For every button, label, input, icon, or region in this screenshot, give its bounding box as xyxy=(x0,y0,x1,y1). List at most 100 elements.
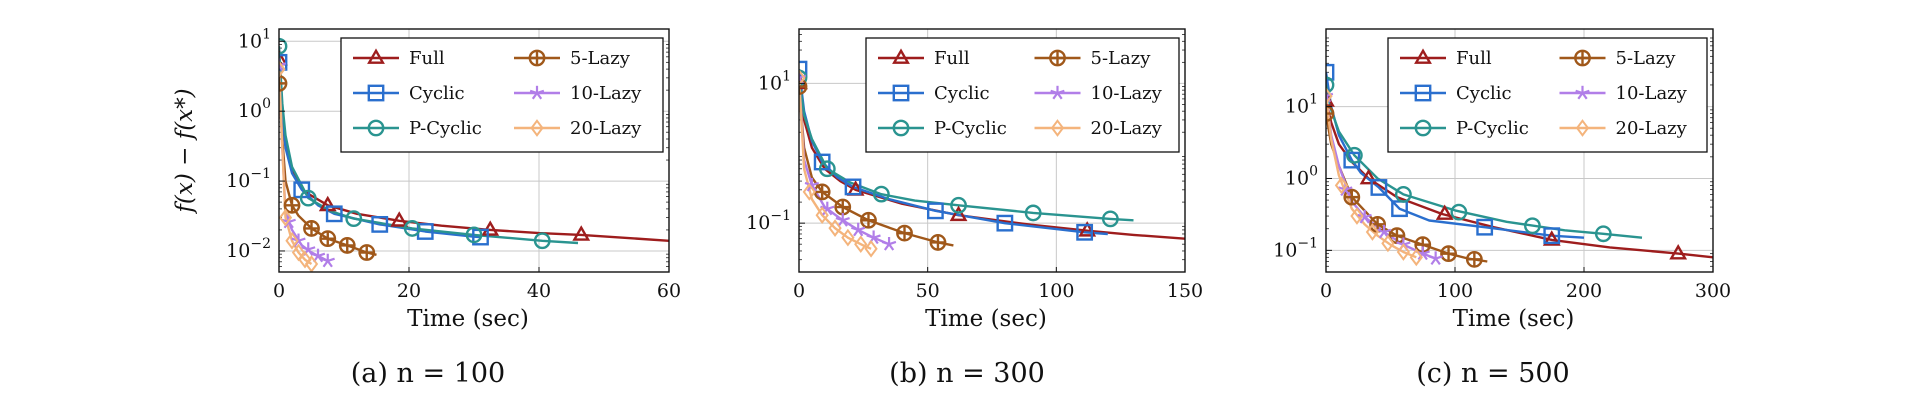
axes-frame xyxy=(798,28,1186,273)
marker-5-lazy xyxy=(896,224,913,242)
marker-cyclic xyxy=(1543,227,1561,245)
caption: (c) n = 500 xyxy=(1416,358,1569,389)
marker-10-lazy xyxy=(1428,251,1443,265)
marker-full xyxy=(1078,221,1097,237)
x-tick-label: 0 xyxy=(793,280,805,302)
x-axis-label: Time (sec) xyxy=(925,306,1047,332)
marker-p-cyclic xyxy=(1024,204,1042,222)
series-line-20-lazy xyxy=(799,77,872,250)
marker-5-lazy xyxy=(283,196,301,214)
marker-10-lazy xyxy=(320,253,335,268)
marker-p-cyclic xyxy=(1594,225,1612,243)
legend-marker-20-lazy xyxy=(1050,119,1065,137)
marker-cyclic xyxy=(1076,223,1094,241)
marker-20-lazy xyxy=(1396,243,1411,261)
x-tick-label: 150 xyxy=(1167,280,1203,302)
marker-p-cyclic xyxy=(818,160,836,178)
legend: Full 5-Lazy Cyclic 10-Lazy P-Cyclic 20-Lazy xyxy=(1387,37,1708,153)
marker-p-cyclic xyxy=(279,37,288,55)
legend-label-full: Full xyxy=(1456,48,1492,69)
y-tick-label: 101 xyxy=(1285,92,1318,118)
marker-20-lazy xyxy=(1365,223,1380,241)
legend-marker-5-lazy xyxy=(528,49,546,67)
marker-20-lazy xyxy=(279,60,286,78)
axes-frame xyxy=(1325,28,1714,273)
marker-20-lazy xyxy=(298,250,312,269)
caption: (a) n = 100 xyxy=(351,358,505,389)
series-line-p-cyclic xyxy=(799,77,1134,222)
marker-full xyxy=(949,205,968,222)
marker-20-lazy xyxy=(815,206,829,225)
marker-p-cyclic xyxy=(1345,146,1363,164)
legend-marker-full xyxy=(367,48,385,64)
marker-cyclic xyxy=(926,202,944,220)
legend: Full 5-Lazy Cyclic 10-Lazy P-Cyclic 20-Lazy xyxy=(340,37,664,153)
marker-full xyxy=(1435,204,1454,220)
legend-label-5-lazy: 5-Lazy xyxy=(1616,48,1677,69)
marker-5-lazy xyxy=(303,220,320,237)
series-group xyxy=(799,60,1185,258)
chart-panel-1: 0 20 40 60 10−2 10−1 100 101 Time (sec) f(x) − f(… xyxy=(172,26,681,389)
legend-label-5-lazy: 5-Lazy xyxy=(570,48,631,69)
marker-p-cyclic xyxy=(950,196,967,214)
marker-cyclic xyxy=(279,53,288,71)
x-tick-label: 100 xyxy=(1038,280,1074,302)
x-tick-label: 300 xyxy=(1695,280,1731,302)
marker-cyclic xyxy=(1476,218,1494,236)
marker-10-lazy xyxy=(850,222,866,237)
legend-marker-10-lazy xyxy=(529,85,545,100)
marker-5-lazy xyxy=(799,78,808,95)
y-tick-label: 101 xyxy=(238,26,271,52)
series-group xyxy=(1326,63,1713,268)
marker-cyclic xyxy=(996,214,1014,232)
marker-full xyxy=(390,211,409,227)
marker-5-lazy xyxy=(338,237,356,254)
y-tick-label: 10−1 xyxy=(1273,235,1318,261)
marker-10-lazy xyxy=(804,177,820,192)
series-line-20-lazy xyxy=(279,69,313,266)
y-axis-label: f(x) − f(x*) xyxy=(172,88,198,214)
series-group xyxy=(279,37,669,272)
marker-20-lazy xyxy=(854,235,868,254)
marker-5-lazy xyxy=(929,234,947,251)
legend-marker-p-cyclic xyxy=(367,119,385,137)
x-tick-label: 200 xyxy=(1566,280,1602,302)
marker-p-cyclic xyxy=(872,185,890,203)
marker-full xyxy=(1359,168,1378,185)
marker-full xyxy=(279,49,288,66)
legend-marker-full xyxy=(1414,48,1432,64)
legend-marker-5-lazy xyxy=(1049,49,1066,67)
marker-cyclic xyxy=(844,178,862,196)
y-tick-label: 100 xyxy=(238,96,271,122)
marker-20-lazy xyxy=(285,231,299,250)
marker-p-cyclic xyxy=(799,69,808,87)
legend-label-10-lazy: 10-Lazy xyxy=(1091,83,1163,104)
legend-marker-cyclic xyxy=(892,84,910,102)
series-line-10-lazy xyxy=(279,65,329,262)
y-tick-label: 100 xyxy=(1285,163,1318,189)
marker-5-lazy xyxy=(1440,245,1457,263)
marker-5-lazy xyxy=(1465,250,1483,268)
marker-20-lazy xyxy=(1350,207,1364,225)
legend-label-20-lazy: 20-Lazy xyxy=(1091,118,1163,139)
series-line-p-cyclic xyxy=(279,46,579,245)
marker-full xyxy=(481,220,500,236)
y-tick-label: 10−1 xyxy=(226,166,271,192)
x-tick-label: 100 xyxy=(1437,280,1473,302)
marker-20-lazy xyxy=(304,255,319,272)
legend-marker-p-cyclic xyxy=(892,119,910,137)
legend-marker-full xyxy=(892,48,910,64)
marker-20-lazy xyxy=(802,183,816,201)
legend-label-p-cyclic: P-Cyclic xyxy=(409,118,482,139)
marker-p-cyclic xyxy=(1101,210,1119,228)
marker-cyclic xyxy=(799,60,808,78)
marker-full xyxy=(1542,230,1561,246)
x-tick-label: 40 xyxy=(527,280,551,302)
marker-20-lazy xyxy=(864,239,878,258)
marker-full xyxy=(1669,244,1688,260)
marker-10-lazy xyxy=(866,230,881,245)
legend-marker-20-lazy xyxy=(1575,119,1590,137)
y-tick-label: 10−2 xyxy=(226,236,271,262)
legend-label-10-lazy: 10-Lazy xyxy=(1616,83,1688,104)
caption: (b) n = 300 xyxy=(889,358,1045,389)
